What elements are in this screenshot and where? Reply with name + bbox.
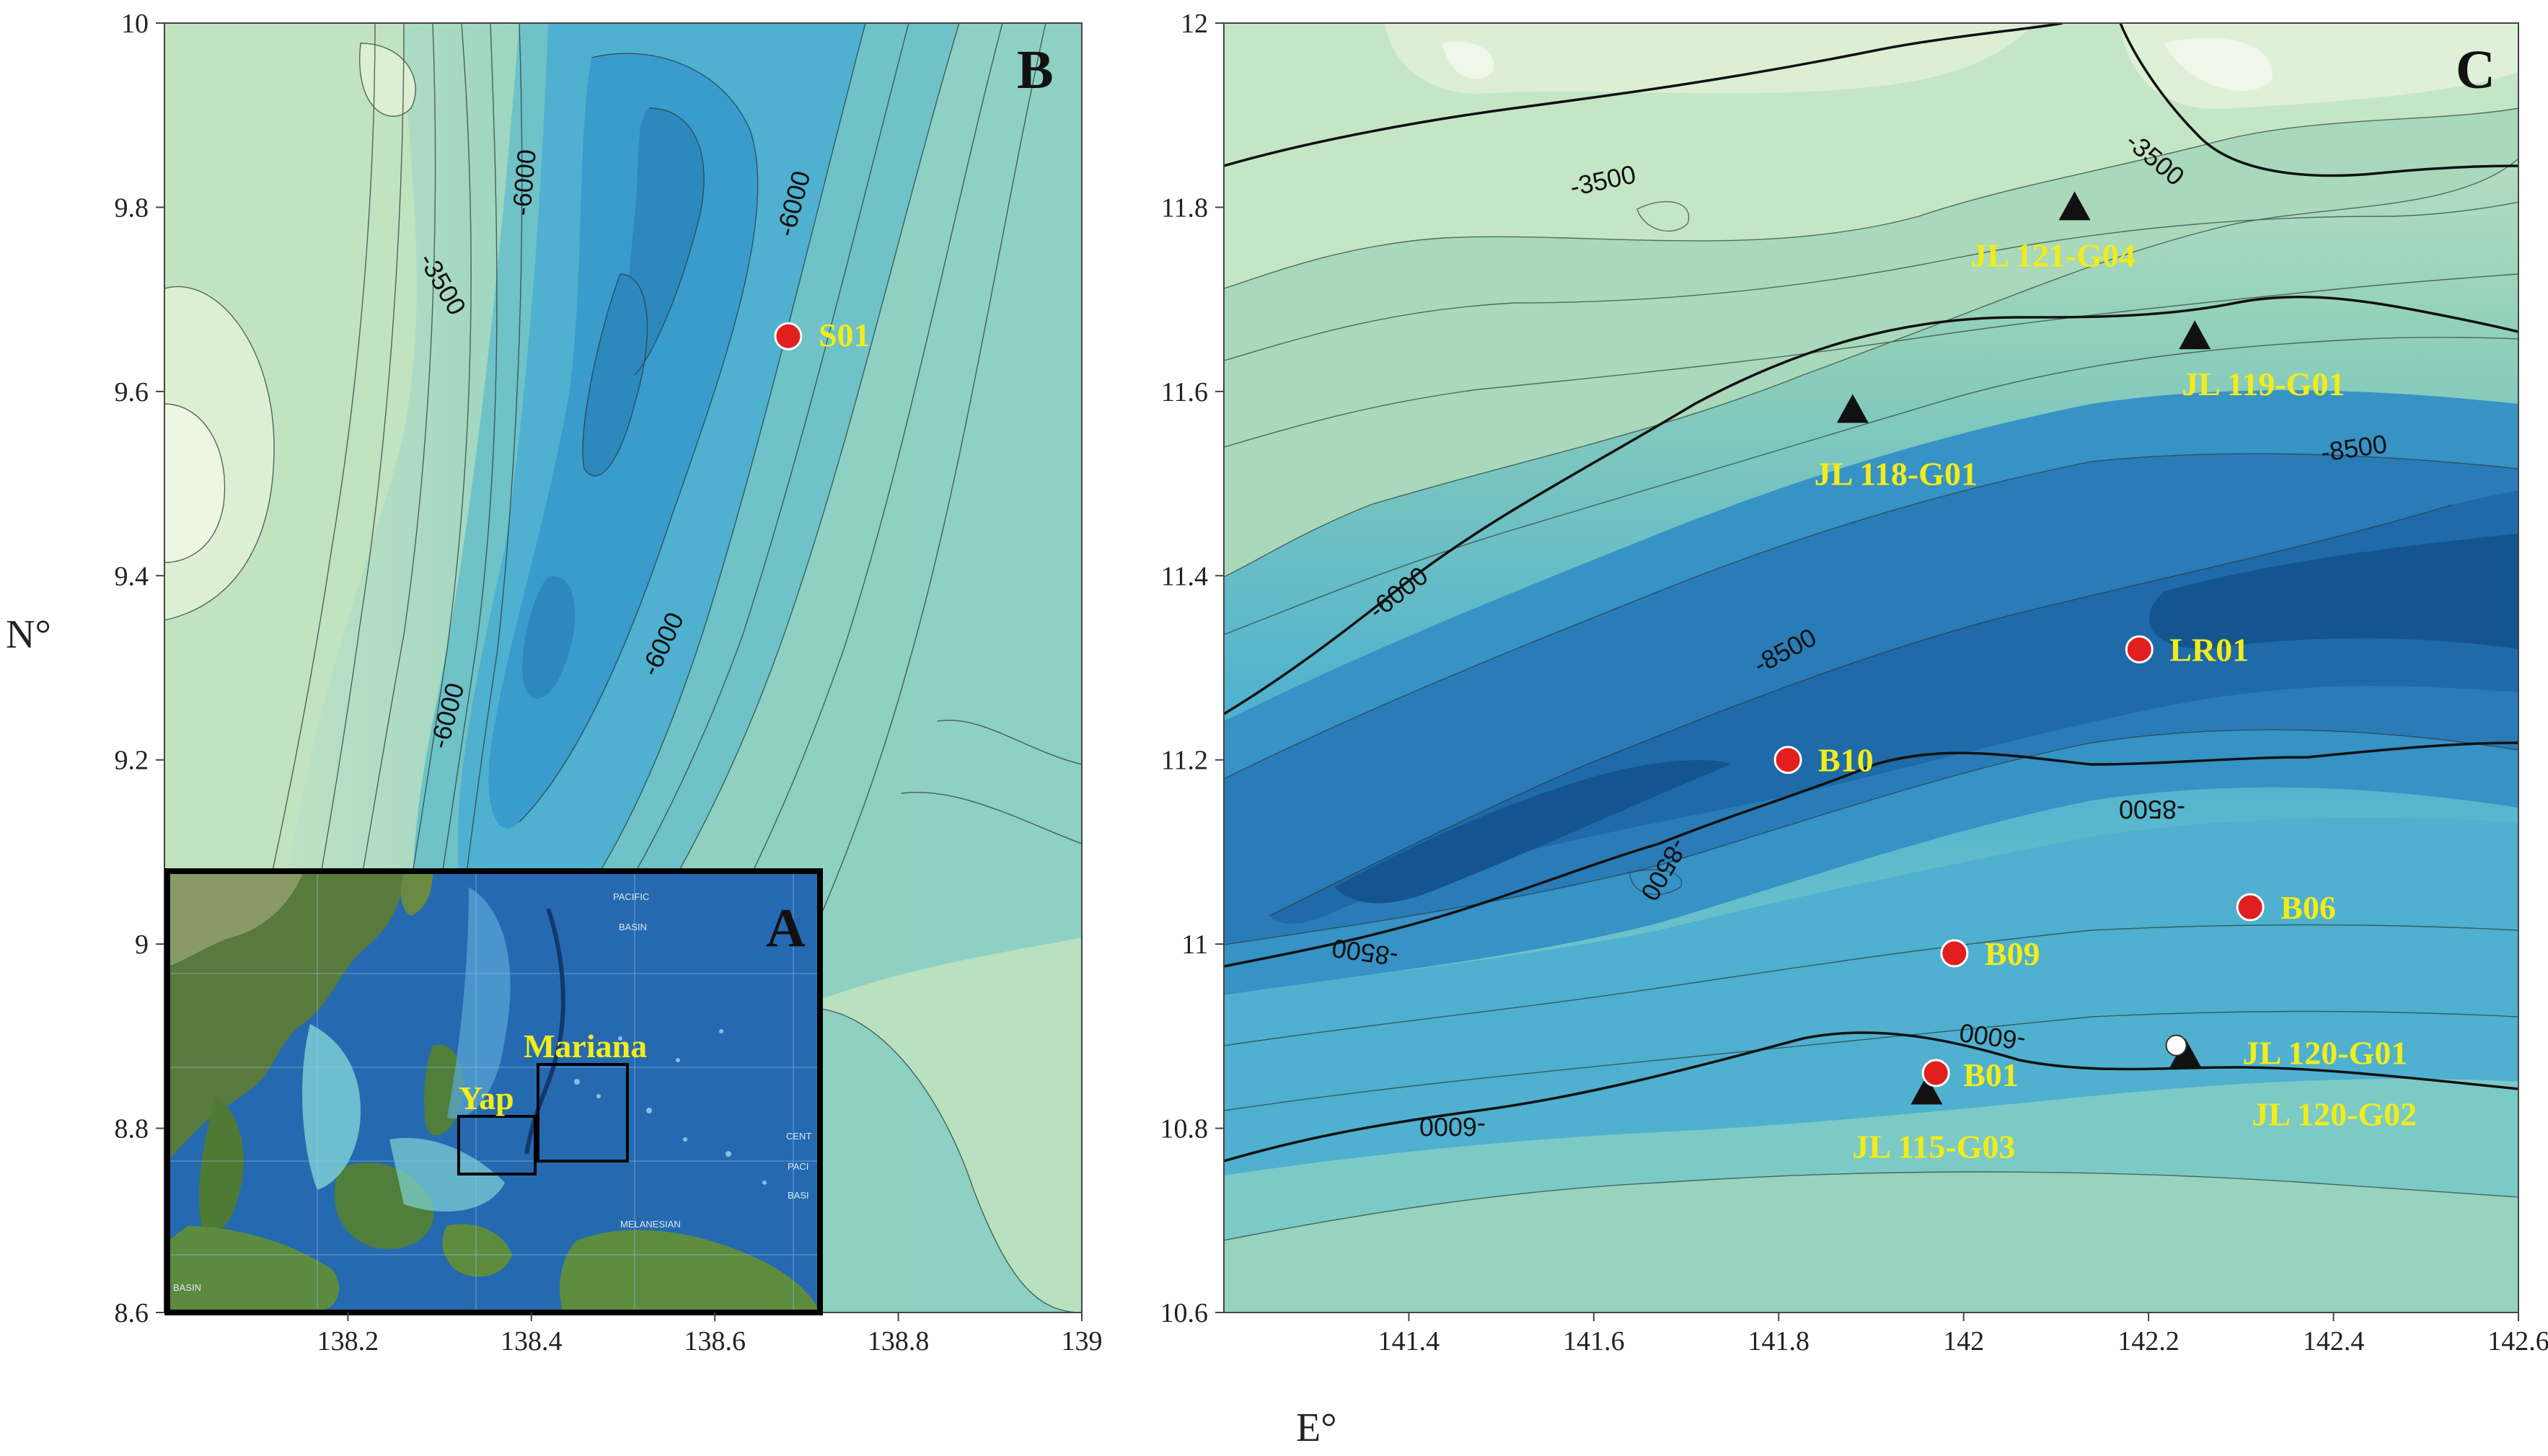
red-site-marker: [774, 322, 803, 350]
inset-basemap-label: CENT: [786, 1131, 811, 1142]
y-tick-label: 12: [1181, 9, 1208, 39]
triangle-site-marker: [1836, 394, 1869, 423]
x-tick-label: 138.6: [684, 1326, 746, 1356]
panel-b-sites: S01: [774, 317, 870, 353]
x-tick-label: 142.2: [2117, 1326, 2179, 1356]
triangle-site-marker: [2169, 1038, 2202, 1068]
x-tick-label: 142.4: [2303, 1326, 2365, 1356]
x-axis-title: E°: [1296, 1406, 1337, 1450]
panel-b-map: [164, 23, 1082, 1312]
y-tick-label: 8.6: [115, 1298, 149, 1328]
x-tick-label: 141.8: [1748, 1326, 1810, 1356]
y-tick-label: 10.8: [1160, 1114, 1209, 1144]
triangle-site-marker: [2058, 191, 2091, 221]
site-label: B10: [1818, 742, 1874, 779]
inset-basemap-label: MELANESIAN: [620, 1219, 681, 1230]
site-label: JL 115-G03: [1852, 1128, 2015, 1165]
y-tick-label: 11.6: [1161, 377, 1208, 407]
y-tick-label: 9.6: [115, 377, 149, 407]
contour-label: -6000: [506, 148, 542, 216]
site-label: JL 120-G01: [2243, 1035, 2408, 1072]
panel-c-sites: JL 121-G04 JL 119-G01 JL 118-G01 LR01 B10 B06…: [1773, 191, 2417, 1165]
site-label: B01: [1963, 1056, 2019, 1093]
x-tick-label: 139: [1062, 1326, 1103, 1356]
y-tick-label: 9.4: [115, 561, 149, 591]
red-site-marker: [1921, 1059, 1950, 1087]
white-site-marker: [2165, 1034, 2187, 1056]
x-tick-label: 142: [1943, 1326, 1984, 1356]
panel-c-axis-ticks: 12 11.8 11.6 11.4 11.2 11 10.8 10.6 141.4 141.6 14…: [1160, 9, 2548, 1356]
mariana-region-box: [537, 1063, 629, 1162]
y-tick-label: 11.2: [1161, 746, 1208, 776]
x-tick-label: 138.4: [501, 1326, 563, 1356]
x-tick-label: 138.8: [868, 1326, 930, 1356]
y-tick-label: 8.8: [115, 1114, 149, 1144]
site-label: S01: [819, 317, 870, 353]
x-tick-label: 141.6: [1563, 1326, 1625, 1356]
red-site-marker: [2125, 635, 2154, 663]
y-tick-label: 10: [121, 9, 149, 39]
y-axis-title: N°: [6, 612, 51, 657]
red-site-marker: [1940, 939, 1969, 968]
y-tick-label: 11: [1181, 930, 1208, 960]
site-label: JL 118-G01: [1815, 455, 1978, 492]
contour-label: -6000: [1419, 1112, 1486, 1142]
red-site-marker: [2236, 893, 2265, 922]
site-label: JL 121-G04: [1970, 237, 2135, 273]
inset-a-frame: [164, 868, 823, 1315]
site-label: B06: [2280, 889, 2336, 926]
inset-basemap-label: BASIN: [619, 922, 647, 932]
panel-c-map: [1224, 23, 2518, 1312]
panel-b-axis-ticks: 10 9.8 9.6 9.4 9.2 9 8.8 8.6 138.2 138.4 138.6 138.…: [115, 9, 1103, 1356]
panel-b-letter: B: [1017, 40, 1054, 100]
x-tick-label: 138.2: [317, 1326, 379, 1356]
x-tick-label: 142.6: [2487, 1326, 2548, 1356]
site-label: B09: [1985, 935, 2040, 972]
triangle-site-marker: [2179, 320, 2211, 350]
x-tick-label: 141.4: [1378, 1326, 1440, 1356]
inset-basemap-label: BASIN: [173, 1282, 201, 1293]
inset-basemap-label: PACI: [788, 1161, 808, 1172]
triangle-site-marker: [1910, 1075, 1943, 1105]
y-tick-label: 9: [135, 930, 149, 960]
y-tick-label: 11.8: [1161, 193, 1208, 223]
y-tick-label: 9.2: [115, 746, 149, 776]
red-site-marker: [1773, 746, 1802, 775]
site-label: JL 119-G01: [2182, 366, 2345, 402]
inset-basemap-label: BASI: [788, 1190, 809, 1201]
y-tick-label: 11.4: [1161, 561, 1208, 591]
panel-c-frame: [1223, 22, 2519, 1313]
inset-a-letter: A: [766, 898, 806, 958]
inset-a-map: PACIFIC BASIN CENT PACI BASI MELANESIAN …: [169, 873, 819, 1311]
mariana-label: Mariana: [524, 1028, 647, 1064]
site-label: LR01: [2169, 631, 2249, 668]
yap-label: Yap: [459, 1080, 514, 1116]
yap-region-box: [457, 1115, 537, 1175]
panel-c-letter: C: [2456, 40, 2495, 100]
contour-label: -8500: [2119, 795, 2185, 824]
inset-basemap-label: PACIFIC: [613, 891, 649, 902]
site-label: JL 120-G02: [2252, 1095, 2417, 1132]
y-tick-label: 10.6: [1160, 1298, 1209, 1328]
y-tick-label: 9.8: [115, 193, 149, 223]
